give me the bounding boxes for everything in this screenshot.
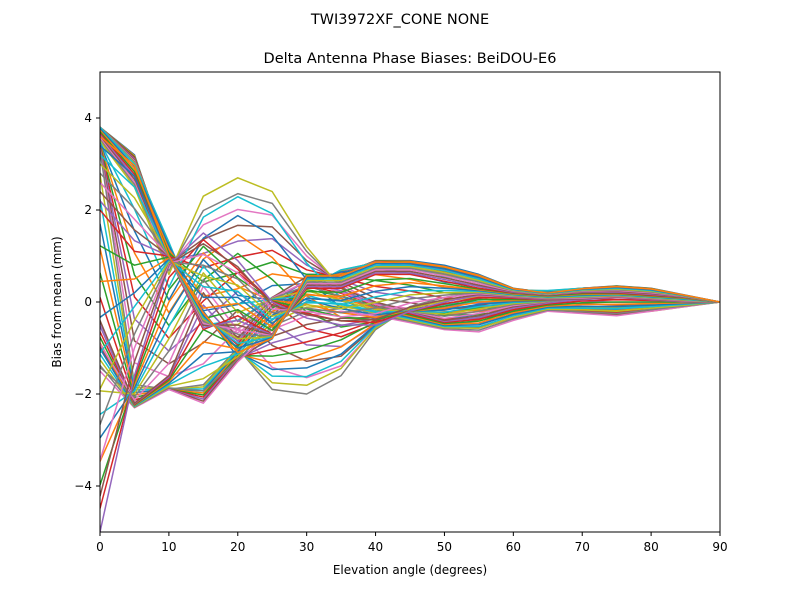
series-line	[100, 181, 720, 337]
y-axis: −4 −2 0 2 4	[74, 111, 100, 493]
x-tick-label: 30	[299, 540, 314, 554]
x-tick-label: 40	[368, 540, 383, 554]
y-axis-label: Bias from mean (mm)	[50, 236, 64, 367]
x-tick-label: 50	[437, 540, 452, 554]
x-tick-label: 90	[712, 540, 727, 554]
series-line	[100, 174, 720, 391]
series-line	[100, 301, 720, 408]
series-group	[100, 126, 720, 532]
series-line	[100, 154, 720, 345]
series-line	[100, 163, 720, 340]
series-line	[100, 301, 720, 409]
series-line	[100, 145, 720, 349]
series-line	[100, 293, 720, 406]
chart-title: Delta Antenna Phase Biases: BeiDOU-E6	[264, 51, 557, 67]
series-line	[100, 297, 720, 407]
x-tick-label: 10	[161, 540, 176, 554]
series-line	[100, 135, 720, 354]
figure-suptitle: TWI3972XF_CONE NONE	[310, 12, 489, 28]
x-axis: 0 10 20 30 40 50 60 70 80 90	[96, 532, 728, 554]
y-tick-label: −2	[74, 387, 92, 401]
series-line	[100, 172, 720, 337]
series-line	[100, 301, 720, 408]
series-line	[100, 200, 720, 336]
series-line	[100, 209, 720, 335]
x-tick-label: 0	[96, 540, 104, 554]
x-tick-label: 60	[506, 540, 521, 554]
x-axis-label: Elevation angle (degrees)	[333, 563, 487, 577]
y-tick-label: 4	[84, 111, 92, 125]
y-tick-label: 0	[84, 295, 92, 309]
x-tick-label: 70	[575, 540, 590, 554]
x-tick-label: 20	[230, 540, 245, 554]
series-line	[100, 301, 720, 409]
y-tick-label: 2	[84, 203, 92, 217]
series-line	[100, 191, 720, 336]
y-tick-label: −4	[74, 479, 92, 493]
x-tick-label: 80	[643, 540, 658, 554]
